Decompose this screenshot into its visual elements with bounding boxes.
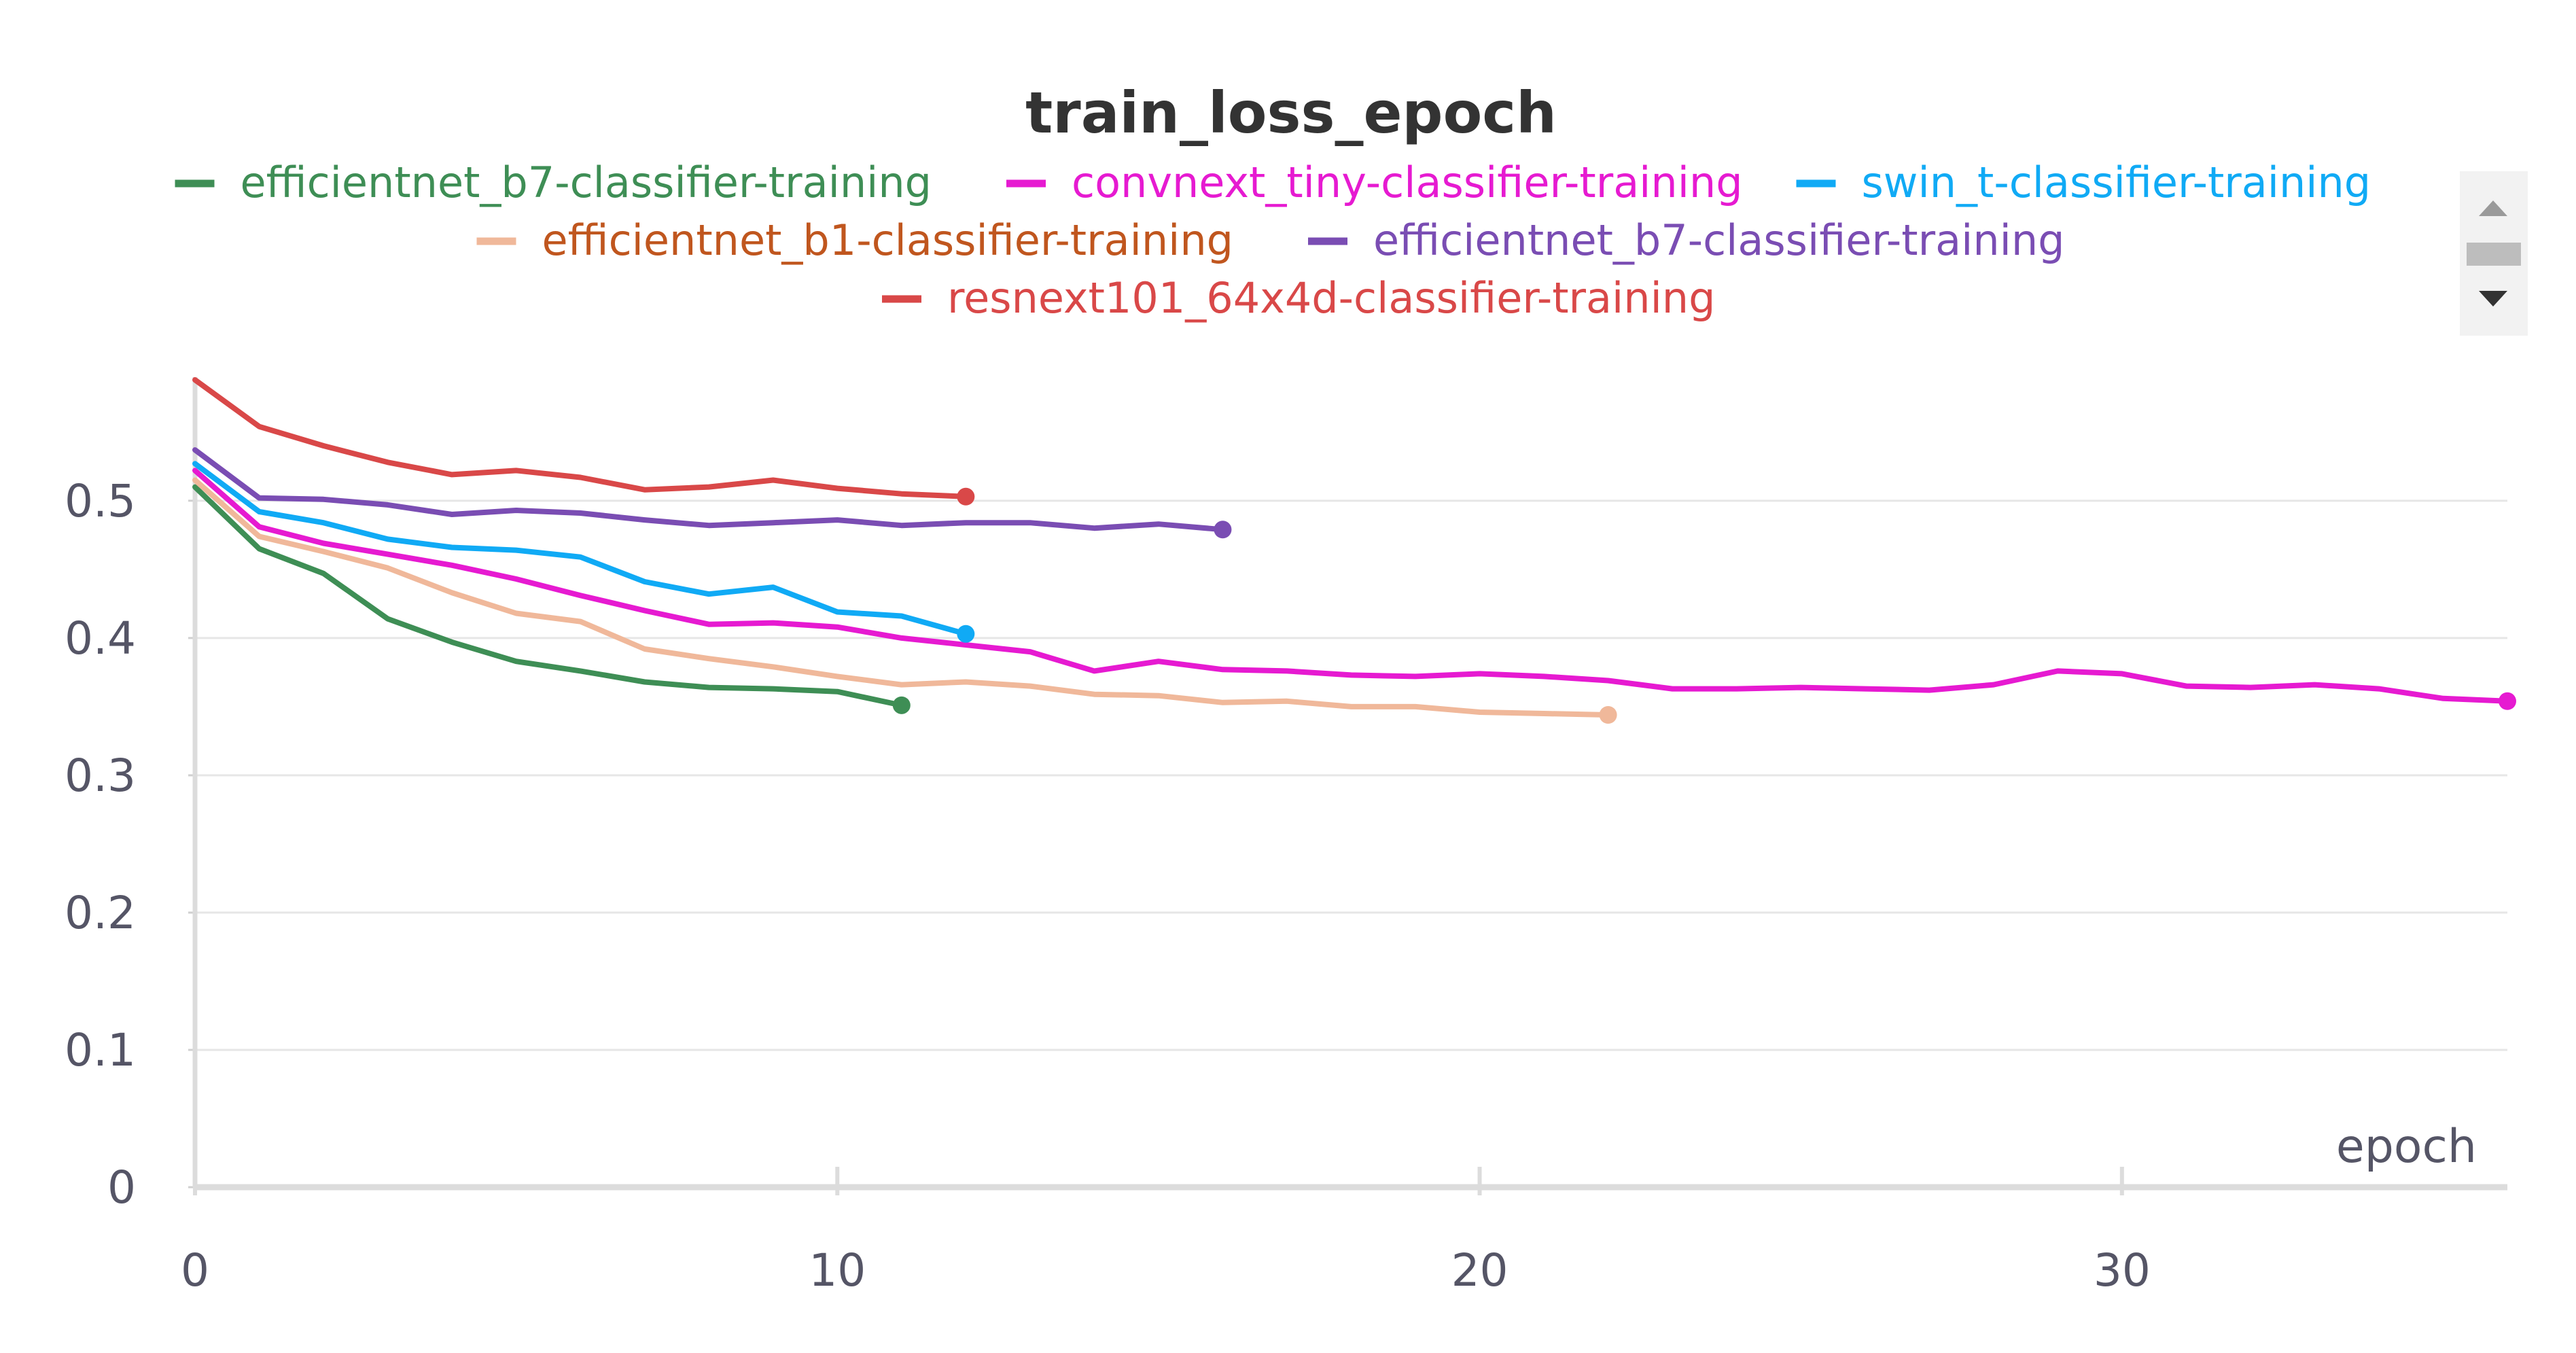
legend-item[interactable]: resnext101_64x4d-classifier-training (882, 273, 1715, 323)
legend-label: efficientnet_b1-classifier-training (542, 215, 1234, 265)
legend-item[interactable]: convnext_tiny-classifier-training (1006, 158, 1743, 207)
series-2 (192, 461, 975, 643)
legend-item[interactable]: efficientnet_b1-classifier-training (476, 215, 1234, 265)
series-layer (192, 377, 2516, 724)
series-line (192, 484, 904, 708)
series-5 (192, 377, 975, 506)
y-tick-label: 0.5 (65, 475, 136, 527)
x-tick-label: 20 (1451, 1244, 1508, 1297)
x-tick-label: 0 (181, 1244, 209, 1297)
legend-label: swin_t-classifier-training (1862, 158, 2371, 207)
series-line (192, 468, 2510, 704)
legend-item[interactable]: efficientnet_b7-classifier-training (1308, 215, 2065, 265)
legend-item[interactable]: efficientnet_b7-classifier-training (175, 158, 932, 207)
legend-item[interactable]: swin_t-classifier-training (1796, 158, 2371, 207)
legend-label: resnext101_64x4d-classifier-training (947, 273, 1715, 323)
legend: efficientnet_b7-classifier-training convn… (175, 158, 2371, 323)
legend-label: efficientnet_b7-classifier-training (241, 158, 932, 207)
x-tick-label: 30 (2094, 1244, 2151, 1297)
chart-title: train_loss_epoch (1025, 80, 1557, 146)
series-line (192, 377, 969, 499)
series-line (192, 461, 969, 637)
triangle-up-icon[interactable] (2479, 200, 2507, 216)
series-1 (192, 468, 2516, 710)
series-line (192, 477, 1611, 718)
series-0 (192, 484, 911, 714)
series-end-point (1599, 706, 1617, 724)
triangle-down-icon[interactable] (2479, 291, 2507, 306)
series-end-point (2499, 692, 2516, 710)
grid (195, 499, 2507, 1051)
y-tick-label: 0.4 (65, 612, 136, 665)
y-tick-label: 0 (107, 1161, 136, 1214)
y-axis: 0 0.1 0.2 0.3 0.4 0.5 (65, 377, 198, 1214)
series-end-point (957, 487, 975, 506)
series-end-point (957, 625, 975, 643)
legend-scroller-thumb[interactable] (2467, 243, 2521, 266)
x-tick-label: 10 (809, 1244, 866, 1297)
y-tick-label: 0.1 (65, 1024, 136, 1076)
series-line (192, 447, 1226, 533)
series-3 (192, 477, 1617, 724)
series-4 (192, 447, 1232, 539)
series-end-point (1214, 521, 1232, 539)
series-end-point (892, 696, 911, 714)
x-axis: 0 10 20 30 (181, 1167, 2507, 1297)
x-axis-label: epoch (2336, 1120, 2477, 1174)
legend-scroller[interactable] (2460, 171, 2528, 336)
y-tick-label: 0.3 (65, 750, 136, 802)
legend-label: efficientnet_b7-classifier-training (1373, 215, 2065, 265)
y-tick-label: 0.2 (65, 887, 136, 939)
legend-label: convnext_tiny-classifier-training (1072, 158, 1743, 207)
